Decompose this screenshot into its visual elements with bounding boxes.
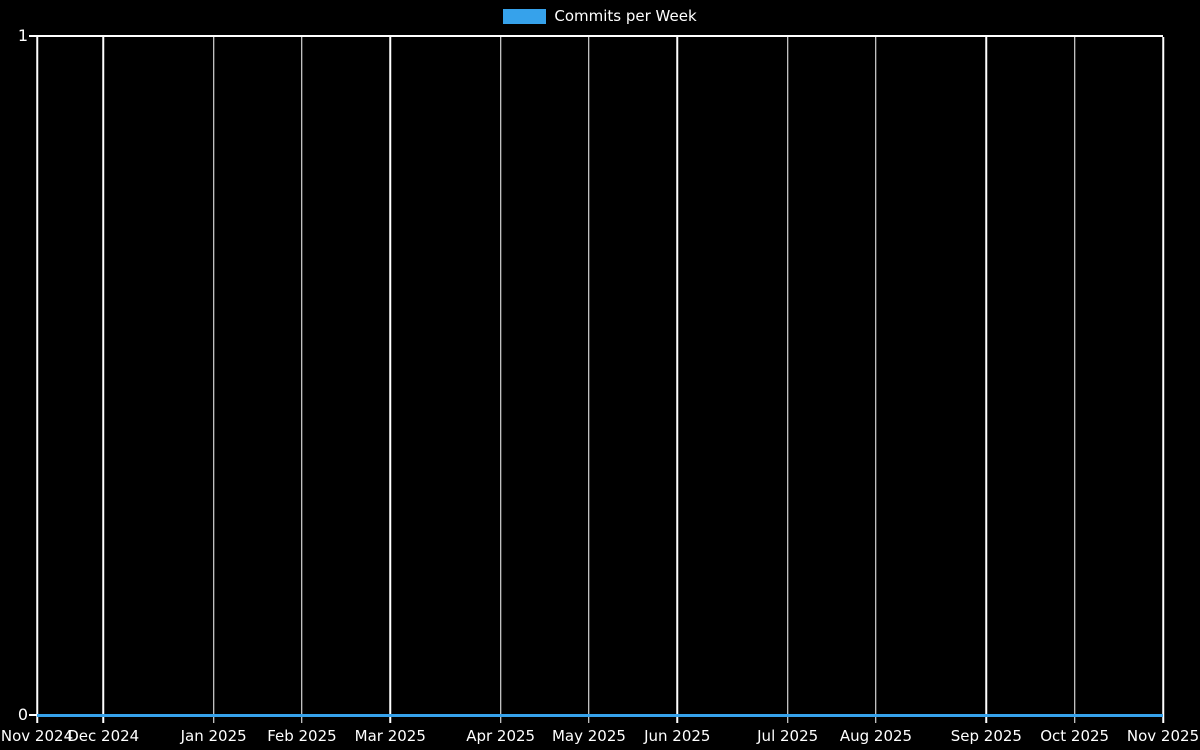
legend-label: Commits per Week	[554, 7, 697, 25]
x-tick-label-mar-2025: Mar 2025	[354, 727, 426, 745]
x-tick-label-sep-2025: Sep 2025	[950, 727, 1022, 745]
x-tick-label-apr-2025: Apr 2025	[466, 727, 536, 745]
x-gridline-jul-2025	[786, 37, 789, 723]
x-tick-label-feb-2025: Feb 2025	[267, 727, 337, 745]
x-gridline-aug-2025	[875, 37, 877, 723]
x-gridline-sep-2025	[985, 37, 988, 723]
x-tick-label-nov-2024: Nov 2024	[0, 727, 74, 745]
x-tick-label-jan-2025: Jan 2025	[180, 727, 247, 745]
x-tick-label-jul-2025: Jul 2025	[757, 727, 819, 745]
x-tick-label-may-2025: May 2025	[551, 727, 626, 745]
x-gridline-feb-2025	[301, 37, 303, 723]
x-gridline-may-2025	[588, 37, 590, 723]
x-gridline-nov-2025	[1162, 37, 1164, 723]
x-tick-label-nov-2025: Nov 2025	[1126, 727, 1200, 745]
series-line-commits-per-week	[37, 714, 1163, 717]
y-axis-tick-label-max: 1	[17, 26, 28, 45]
x-gridline-apr-2025	[499, 37, 502, 723]
x-tick-label-aug-2025: Aug 2025	[839, 727, 913, 745]
x-gridline-oct-2025	[1073, 37, 1076, 723]
x-gridline-mar-2025	[389, 37, 391, 723]
y-axis-zero-tick-mark	[29, 714, 37, 716]
y-axis-tick-label-min: 0	[17, 705, 28, 724]
x-gridline-nov-2024	[36, 37, 38, 723]
x-tick-label-jun-2025: Jun 2025	[644, 727, 711, 745]
x-gridline-jan-2025	[212, 37, 215, 723]
legend-swatch-icon	[503, 9, 547, 24]
plot-area	[29, 35, 1164, 723]
x-gridline-dec-2024	[102, 37, 104, 723]
x-tick-label-dec-2024: Dec 2024	[67, 727, 140, 745]
y-gridline-top	[29, 35, 1163, 37]
chart-legend[interactable]: Commits per Week	[0, 8, 1200, 25]
x-gridline-jun-2025	[676, 37, 679, 723]
x-tick-label-oct-2025: Oct 2025	[1040, 727, 1110, 745]
